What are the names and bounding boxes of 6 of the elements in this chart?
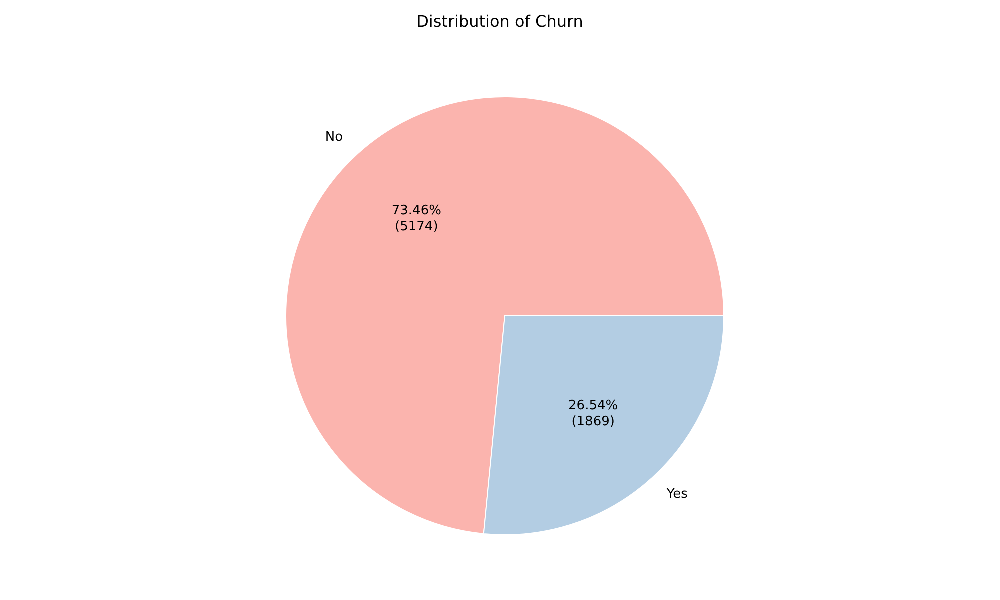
slice-label: No bbox=[325, 130, 344, 146]
data-label: 26.54% (1869) bbox=[568, 398, 618, 429]
pie-slice bbox=[286, 96, 724, 534]
slice-label: Yes bbox=[666, 486, 688, 502]
chart-title: Distribution of Churn bbox=[416, 12, 584, 31]
data-label: 73.46% (5174) bbox=[392, 203, 442, 234]
